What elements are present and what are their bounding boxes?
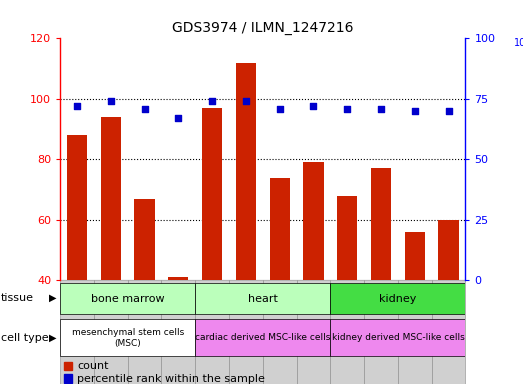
Point — [276, 106, 284, 112]
Point — [309, 103, 317, 109]
Bar — [202, 108, 222, 280]
Bar — [63, 374, 72, 383]
Text: bone marrow: bone marrow — [91, 293, 165, 304]
Text: heart: heart — [248, 293, 278, 304]
FancyBboxPatch shape — [331, 283, 465, 314]
FancyBboxPatch shape — [162, 280, 195, 384]
Text: cardiac derived MSC-like cells: cardiac derived MSC-like cells — [195, 333, 331, 343]
Text: mesenchymal stem cells
(MSC): mesenchymal stem cells (MSC) — [72, 328, 184, 348]
Point — [174, 115, 183, 121]
FancyBboxPatch shape — [128, 280, 162, 384]
Bar — [63, 362, 72, 370]
Bar — [337, 195, 357, 280]
Point — [208, 98, 217, 104]
FancyBboxPatch shape — [60, 280, 94, 384]
Text: count: count — [77, 361, 109, 371]
Title: GDS3974 / ILMN_1247216: GDS3974 / ILMN_1247216 — [172, 21, 354, 35]
Bar — [438, 220, 459, 280]
FancyBboxPatch shape — [364, 280, 398, 384]
FancyBboxPatch shape — [431, 280, 465, 384]
FancyBboxPatch shape — [331, 319, 465, 356]
Text: percentile rank within the sample: percentile rank within the sample — [77, 374, 265, 384]
Point — [377, 106, 385, 112]
Bar — [168, 277, 188, 280]
Bar — [100, 117, 121, 280]
Bar — [134, 199, 155, 280]
FancyBboxPatch shape — [263, 280, 297, 384]
Bar — [269, 177, 290, 280]
FancyBboxPatch shape — [94, 280, 128, 384]
Text: cell type: cell type — [1, 333, 49, 343]
Text: ▶: ▶ — [49, 293, 56, 303]
Bar — [67, 135, 87, 280]
Point — [343, 106, 351, 112]
Point — [445, 108, 453, 114]
FancyBboxPatch shape — [297, 280, 331, 384]
Point — [411, 108, 419, 114]
Bar — [371, 169, 391, 280]
FancyBboxPatch shape — [195, 319, 331, 356]
Text: kidney: kidney — [379, 293, 417, 304]
Bar — [236, 63, 256, 280]
Point — [140, 106, 149, 112]
Point — [107, 98, 115, 104]
Bar — [405, 232, 425, 280]
FancyBboxPatch shape — [60, 319, 195, 356]
Point — [242, 98, 250, 104]
Text: kidney derived MSC-like cells: kidney derived MSC-like cells — [332, 333, 464, 343]
FancyBboxPatch shape — [398, 280, 431, 384]
Text: tissue: tissue — [1, 293, 34, 303]
Point — [73, 103, 81, 109]
FancyBboxPatch shape — [195, 280, 229, 384]
FancyBboxPatch shape — [60, 283, 195, 314]
FancyBboxPatch shape — [195, 283, 331, 314]
Bar — [303, 162, 324, 280]
FancyBboxPatch shape — [331, 280, 364, 384]
Text: ▶: ▶ — [49, 333, 56, 343]
FancyBboxPatch shape — [229, 280, 263, 384]
Text: 100%: 100% — [514, 38, 523, 48]
